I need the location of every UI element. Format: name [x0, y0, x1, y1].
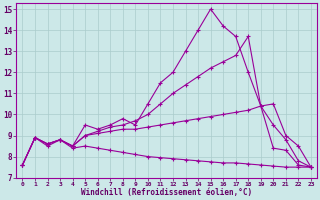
X-axis label: Windchill (Refroidissement éolien,°C): Windchill (Refroidissement éolien,°C) — [81, 188, 252, 197]
